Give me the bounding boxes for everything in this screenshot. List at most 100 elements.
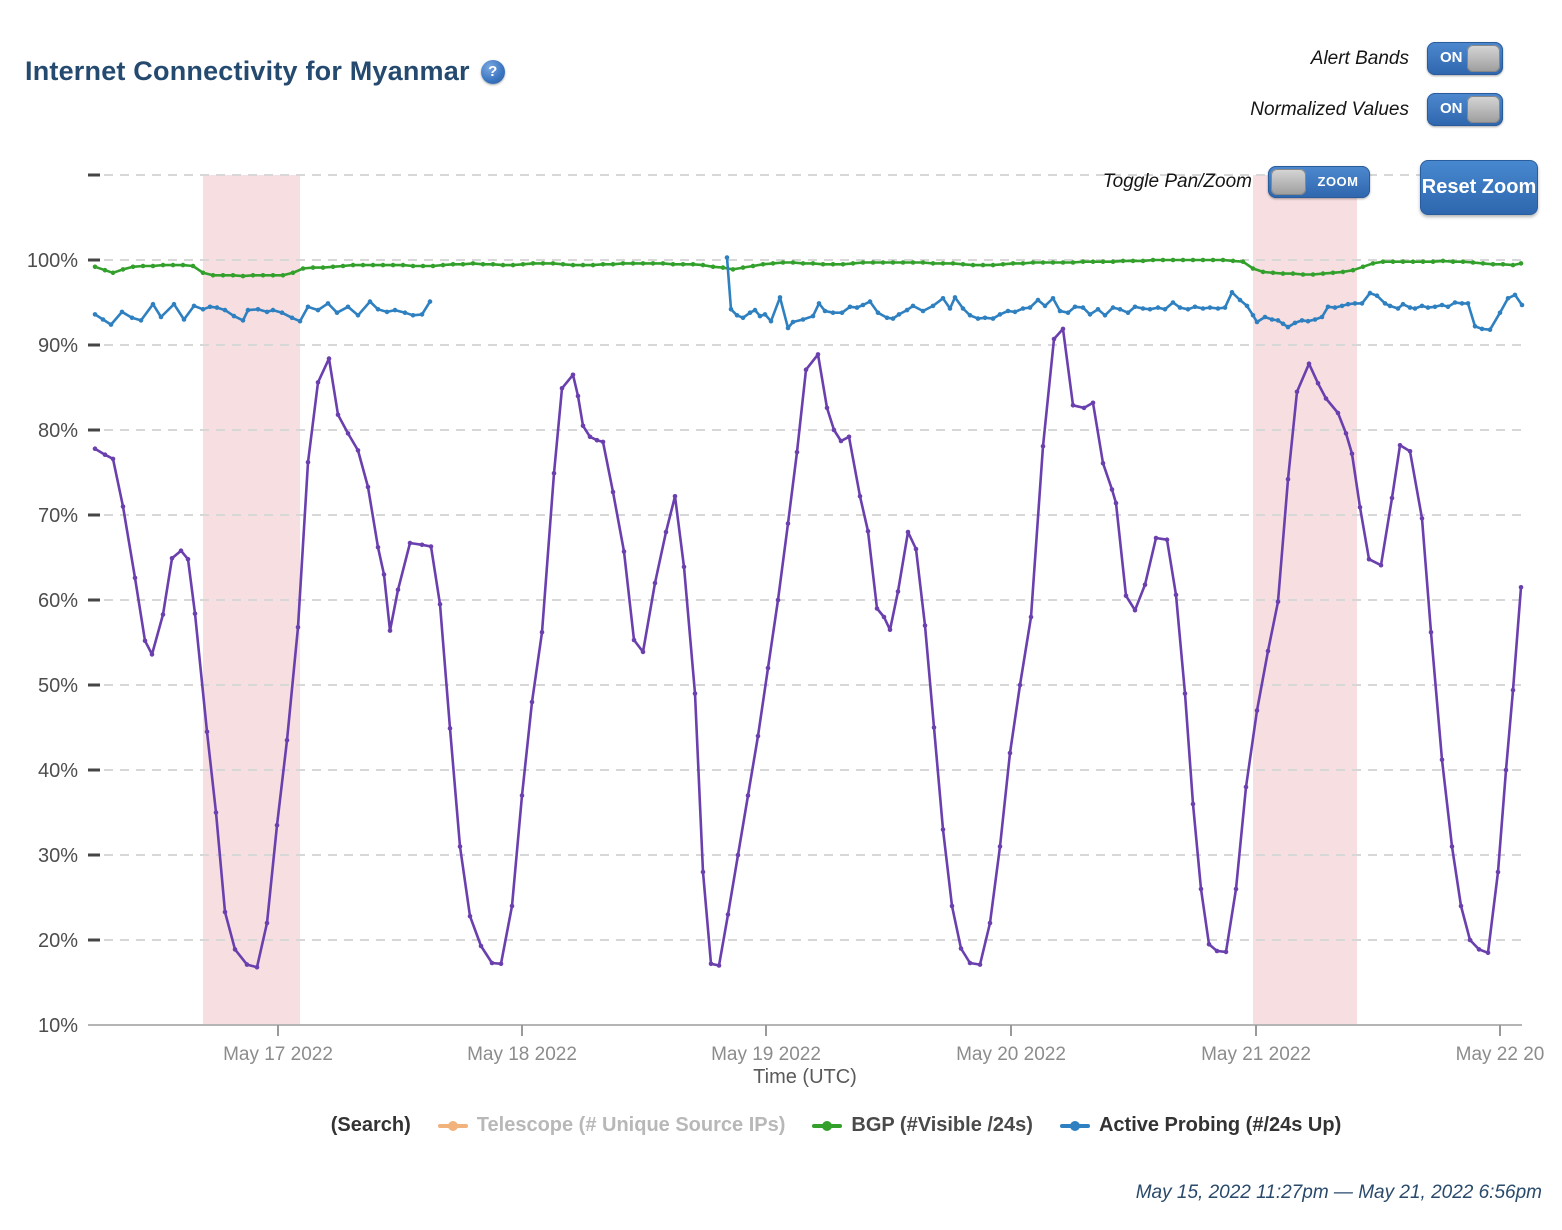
normalized-values-control: Normalized Values ON: [1250, 93, 1503, 126]
data-point: [119, 309, 125, 315]
data-point: [910, 260, 916, 265]
data-point: [1500, 262, 1506, 267]
data-point: [1155, 305, 1161, 310]
legend-marker-dot: [1069, 1120, 1080, 1131]
data-point: [1319, 314, 1325, 320]
connectivity-chart[interactable]: 100% 90% 80% 70% 60% 50% 40% 30% 20% 10% May 17 20…: [0, 0, 1562, 1110]
data-point: [1060, 260, 1066, 265]
pan-zoom-state: ZOOM: [1317, 174, 1359, 189]
normalized-values-toggle[interactable]: ON: [1427, 93, 1503, 126]
data-point: [380, 262, 386, 268]
data-point: [1380, 259, 1386, 265]
data-point: [185, 556, 191, 562]
legend-marker-bgp-visible-24s: [812, 1120, 843, 1131]
data-point: [244, 962, 250, 967]
data-point: [129, 315, 135, 321]
data-point: [150, 263, 156, 269]
data-point: [922, 623, 928, 628]
data-point: [1510, 262, 1516, 268]
data-point: [681, 564, 687, 570]
data-point: [1467, 937, 1473, 943]
data-point: [747, 310, 753, 316]
data-point: [640, 649, 646, 655]
data-point: [839, 310, 845, 316]
data-point: [930, 303, 936, 309]
y-tick-label: 30%: [38, 845, 78, 867]
data-point: [940, 827, 946, 832]
alert-bands-toggle[interactable]: ON: [1427, 42, 1503, 75]
data-point: [1476, 947, 1482, 952]
data-point: [1285, 477, 1291, 482]
x-axis-title: Time (UTC): [753, 1066, 857, 1088]
data-point: [1419, 303, 1425, 309]
data-point: [1173, 592, 1179, 598]
data-point: [1407, 449, 1413, 454]
series-active-probing: [92, 255, 1525, 333]
legend-item-active-probing-24s-up[interactable]: Active Probing (#/24s Up): [1059, 1114, 1341, 1137]
data-point: [822, 308, 828, 314]
data-point: [730, 267, 736, 272]
data-point: [1510, 687, 1516, 693]
data-point: [270, 307, 276, 313]
data-point: [790, 260, 796, 265]
legend-marker-dot: [822, 1120, 833, 1131]
data-point: [392, 307, 398, 313]
data-point: [875, 310, 881, 316]
data-point: [1162, 307, 1168, 312]
data-point: [1012, 309, 1018, 315]
data-point: [1051, 336, 1057, 342]
data-point: [367, 299, 373, 304]
data-point: [803, 367, 809, 373]
data-point: [334, 310, 340, 316]
data-point: [857, 494, 863, 499]
data-point: [1250, 266, 1256, 271]
data-point: [575, 393, 581, 399]
data-point: [760, 262, 766, 267]
data-point: [1305, 318, 1311, 324]
data-point: [600, 439, 606, 445]
reset-zoom-button[interactable]: Reset Zoom: [1420, 160, 1538, 215]
x-tick-label: May 18 2022: [467, 1044, 577, 1065]
data-point: [142, 638, 148, 644]
data-point: [710, 264, 716, 270]
data-point: [1125, 310, 1131, 316]
data-point: [1357, 505, 1363, 510]
data-point: [498, 961, 504, 967]
data-point: [1100, 460, 1106, 466]
y-tick-label: 10%: [38, 1015, 78, 1037]
data-point: [345, 304, 351, 310]
data-point: [290, 270, 296, 276]
data-point: [402, 310, 408, 316]
data-point: [1269, 317, 1275, 322]
legend-item-search[interactable]: (Search): [331, 1114, 411, 1137]
data-point: [214, 305, 220, 310]
data-point: [1299, 318, 1305, 323]
data-point: [1007, 750, 1013, 756]
data-point: [931, 725, 937, 730]
data-point: [1113, 500, 1119, 506]
data-point: [680, 262, 686, 267]
y-tick-label: 100%: [27, 250, 78, 272]
data-point: [500, 262, 506, 268]
alert-bands-label: Alert Bands: [1310, 47, 1409, 69]
series-search: [92, 326, 1524, 970]
help-icon[interactable]: ?: [480, 59, 505, 84]
data-point: [1397, 443, 1403, 448]
data-point: [977, 962, 983, 967]
data-point: [1254, 708, 1260, 713]
data-point: [982, 315, 988, 321]
pan-zoom-toggle[interactable]: ZOOM: [1268, 166, 1370, 198]
legend-item-bgp-visible-24s[interactable]: BGP (#Visible /24s): [812, 1114, 1033, 1137]
data-point: [180, 262, 186, 268]
data-point: [220, 273, 226, 278]
data-point: [1389, 495, 1395, 501]
data-point: [720, 265, 726, 270]
data-point: [1497, 310, 1503, 316]
data-point: [1220, 257, 1226, 263]
data-point: [1425, 305, 1431, 310]
legend-item-telescope-unique-source-ips[interactable]: Telescope (# Unique Source IPs): [437, 1114, 785, 1137]
data-point: [1450, 259, 1456, 265]
data-point: [905, 529, 911, 535]
data-point: [300, 266, 306, 271]
data-point: [510, 262, 516, 268]
